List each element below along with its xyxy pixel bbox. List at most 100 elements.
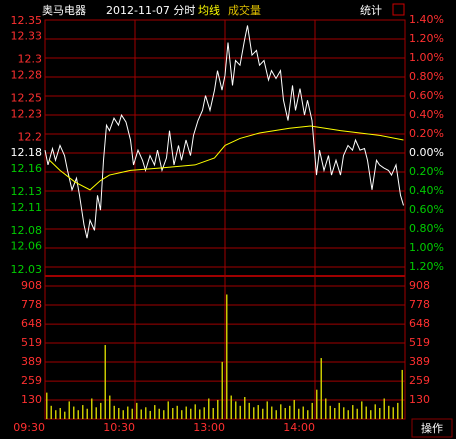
volume-bar <box>113 405 115 419</box>
volume-bar <box>325 398 327 419</box>
volume-tick-label: 778 <box>21 298 42 311</box>
x-tick-label: 10:30 <box>103 421 135 434</box>
volume-tick-label-right: 259 <box>409 374 430 387</box>
volume-bar <box>329 405 331 419</box>
y-tick-label: 12.35 <box>11 14 43 27</box>
volume-bar <box>361 401 363 419</box>
y-tick-label: 12.28 <box>11 68 43 81</box>
volume-bar <box>397 402 399 419</box>
volume-bar <box>253 407 255 419</box>
y2-tick-label: 0.00% <box>409 146 444 159</box>
y-tick-label: 12.33 <box>11 29 43 42</box>
y2-tick-label: 0.60% <box>409 203 444 216</box>
volume-bar <box>68 401 70 419</box>
y-tick-label: 12.3 <box>18 53 43 66</box>
volume-bar <box>230 395 232 419</box>
volume-bar <box>64 411 66 419</box>
volume-bar <box>320 358 322 419</box>
volume-bar <box>199 409 201 419</box>
volume-bar <box>190 408 192 419</box>
volume-bar <box>181 410 183 419</box>
y2-tick-label: 0.40% <box>409 184 444 197</box>
volume-bar <box>73 406 75 419</box>
volume-bar <box>298 408 300 419</box>
volume-bar <box>379 408 381 419</box>
volume-bar <box>118 408 120 419</box>
y-tick-label: 12.08 <box>11 224 43 237</box>
volume-label: 成交量 <box>228 3 261 17</box>
volume-bar <box>145 407 147 419</box>
volume-bar <box>302 406 304 419</box>
volume-bar <box>77 410 79 419</box>
avg-label: 均线 <box>198 3 220 17</box>
y-tick-label: 12.18 <box>11 146 43 159</box>
y2-tick-label: 1.00% <box>409 51 444 64</box>
x-tick-label: 14:00 <box>283 421 315 434</box>
volume-bar <box>217 399 219 419</box>
volume-tick-label: 908 <box>21 279 42 292</box>
volume-bar <box>55 410 57 419</box>
stats-button[interactable]: 统计 <box>360 4 382 17</box>
volume-bar <box>59 408 61 419</box>
y-tick-label: 12.03 <box>11 263 43 276</box>
volume-bar <box>50 405 52 419</box>
volume-bar <box>388 405 390 419</box>
volume-bar <box>244 397 246 419</box>
volume-bar <box>262 408 264 419</box>
volume-tick-label: 648 <box>21 317 42 330</box>
volume-bar <box>203 407 205 419</box>
volume-bar <box>127 406 129 419</box>
volume-bar <box>176 405 178 419</box>
volume-bar <box>280 404 282 419</box>
volume-bar <box>293 399 295 419</box>
volume-bar <box>149 410 151 419</box>
volume-bar <box>158 408 160 419</box>
volume-bar <box>154 405 156 419</box>
close-box[interactable] <box>392 3 405 16</box>
volume-bar <box>131 408 133 419</box>
y2-tick-label: 1.20% <box>409 260 444 273</box>
action-box[interactable] <box>411 418 453 438</box>
y-tick-label: 12.23 <box>11 107 43 120</box>
y2-tick-label: 1.20% <box>409 32 444 45</box>
price-line <box>49 125 404 191</box>
volume-bar <box>271 406 273 419</box>
volume-tick-label-right: 389 <box>409 355 430 368</box>
volume-bar <box>104 345 106 419</box>
y2-tick-label: 1.40% <box>409 13 444 26</box>
volume-bar <box>248 402 250 419</box>
volume-bar <box>140 409 142 419</box>
volume-bar <box>239 405 241 419</box>
price-line <box>44 25 404 239</box>
volume-bar <box>226 294 228 419</box>
volume-bar <box>167 401 169 419</box>
volume-bar <box>311 402 313 419</box>
stock-name: 奥马电器 <box>42 3 86 17</box>
volume-bar <box>266 401 268 419</box>
volume-tick-label-right: 519 <box>409 336 430 349</box>
action-button[interactable]: 操作 <box>421 421 443 435</box>
volume-bar <box>284 408 286 419</box>
volume-bar <box>235 401 237 419</box>
volume-bar <box>109 395 111 419</box>
y-tick-label: 12.11 <box>11 201 43 214</box>
volume-bar <box>392 407 394 419</box>
volume-bar <box>136 402 138 419</box>
volume-bar <box>401 369 403 419</box>
y2-tick-label: 0.80% <box>409 222 444 235</box>
volume-bar <box>365 406 367 419</box>
volume-bar <box>86 408 88 419</box>
volume-bar <box>82 405 84 419</box>
volume-bar <box>316 389 318 419</box>
y-tick-label: 12.25 <box>11 92 43 105</box>
volume-bar <box>334 408 336 419</box>
volume-bar <box>221 361 223 419</box>
y2-tick-label: 1.00% <box>409 241 444 254</box>
volume-bar <box>338 402 340 419</box>
y2-tick-label: 0.80% <box>409 70 444 83</box>
volume-bar <box>370 410 372 419</box>
volume-bar <box>275 410 277 419</box>
x-tick-label: 13:00 <box>193 421 225 434</box>
